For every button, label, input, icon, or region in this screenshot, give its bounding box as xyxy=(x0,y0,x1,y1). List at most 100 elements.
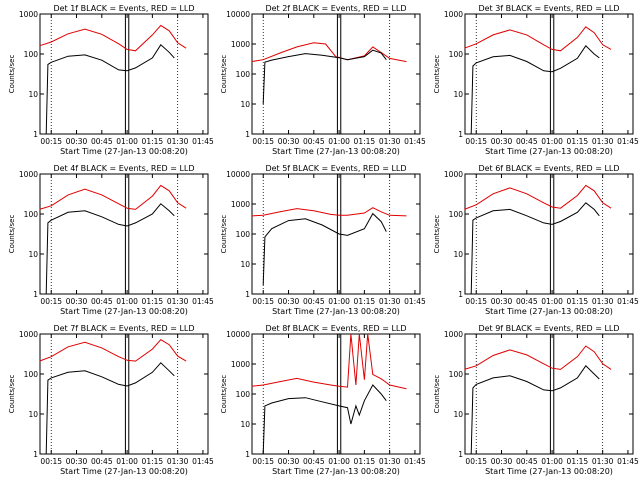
x-tick-label: 00:45 xyxy=(516,297,538,306)
y-tick-label: 10000 xyxy=(226,10,250,19)
x-tick-label: 01:45 xyxy=(404,137,426,146)
y-tick-label: 10 xyxy=(28,250,38,259)
series-line-lld xyxy=(251,333,407,390)
plot-frame xyxy=(251,13,421,135)
chart-title: Det 3f BLACK = Events, RED = LLD xyxy=(478,4,619,13)
series-line-lld xyxy=(251,207,407,217)
x-tick-label: 00:45 xyxy=(303,457,325,466)
chart-panel: Det 7f BLACK = Events, RED = LLD 1 10 100 10… xyxy=(8,324,214,476)
chart-title: Det 9f BLACK = Events, RED = LLD xyxy=(478,324,619,333)
x-axis-label: Start Time (27-Jan-13 00:08:20) xyxy=(272,147,400,156)
plot-frame xyxy=(251,173,421,295)
y-axis-label: Counts/sec xyxy=(220,55,228,94)
x-tick-label: 01:30 xyxy=(167,297,189,306)
y-tick-label: 1000 xyxy=(444,10,463,19)
y-tick-label: 1 xyxy=(245,450,250,459)
series-line-lld xyxy=(464,184,612,210)
x-tick-label: 00:45 xyxy=(303,137,325,146)
x-tick-label: 01:00 xyxy=(116,297,138,306)
y-tick-label: 1000 xyxy=(19,10,38,19)
y-tick-label: 100 xyxy=(449,210,464,219)
y-tick-label: 10 xyxy=(453,250,463,259)
y-tick-label: 100 xyxy=(24,50,39,59)
x-axis-label: Start Time (27-Jan-13 00:08:20) xyxy=(485,467,613,476)
x-tick-label: 01:15 xyxy=(142,137,164,146)
x-axis-label: Start Time (27-Jan-13 00:08:20) xyxy=(272,467,400,476)
chart-title: Det 2f BLACK = Events, RED = LLD xyxy=(265,4,406,13)
x-tick-label: 01:30 xyxy=(379,137,401,146)
x-tick-label: 00:30 xyxy=(278,297,300,306)
y-axis-label: Counts/sec xyxy=(433,215,441,254)
y-axis-label: Counts/sec xyxy=(220,215,228,254)
plot-frame xyxy=(464,13,634,135)
series-line-lld xyxy=(39,184,187,210)
plot-frame xyxy=(251,333,421,455)
x-tick-label: 00:15 xyxy=(40,457,62,466)
chart-title: Det 1f BLACK = Events, RED = LLD xyxy=(53,4,194,13)
chart-panel: Det 3f BLACK = Events, RED = LLD 1 10 100 10… xyxy=(433,4,639,156)
plot-frame xyxy=(464,333,634,455)
chart-title: Det 6f BLACK = Events, RED = LLD xyxy=(478,164,619,173)
y-tick-label: 1 xyxy=(33,130,38,139)
chart-title: Det 5f BLACK = Events, RED = LLD xyxy=(265,164,406,173)
x-tick-label: 00:45 xyxy=(91,457,113,466)
y-tick-label: 10 xyxy=(28,90,38,99)
y-tick-label: 1 xyxy=(458,290,463,299)
series-line-events xyxy=(45,362,175,455)
series-line-events xyxy=(262,212,387,286)
y-tick-label: 1000 xyxy=(231,40,250,49)
x-tick-label: 01:30 xyxy=(592,297,614,306)
y-axis-label: Counts/sec xyxy=(8,375,16,414)
x-tick-label: 00:30 xyxy=(278,137,300,146)
x-tick-label: 01:30 xyxy=(592,137,614,146)
x-tick-label: 01:45 xyxy=(192,297,214,306)
x-tick-label: 01:45 xyxy=(617,297,639,306)
x-axis-label: Start Time (27-Jan-13 00:08:20) xyxy=(60,147,188,156)
y-tick-label: 100 xyxy=(24,370,39,379)
x-tick-label: 01:45 xyxy=(404,297,426,306)
x-tick-label: 01:15 xyxy=(354,137,376,146)
chart-panel: Det 5f BLACK = Events, RED = LLD 1 10 100 10… xyxy=(220,164,426,316)
series-line-lld xyxy=(464,26,612,52)
x-tick-label: 00:30 xyxy=(491,297,513,306)
y-tick-label: 10 xyxy=(453,410,463,419)
x-axis-label: Start Time (27-Jan-13 00:08:20) xyxy=(485,307,613,316)
y-tick-label: 100 xyxy=(449,50,464,59)
series-line-lld xyxy=(464,345,612,370)
x-tick-label: 01:45 xyxy=(617,457,639,466)
x-tick-label: 00:15 xyxy=(465,137,487,146)
chart-title: Det 7f BLACK = Events, RED = LLD xyxy=(53,324,194,333)
x-tick-label: 00:45 xyxy=(516,137,538,146)
series-line-events xyxy=(262,49,387,105)
chart-title: Det 4f BLACK = Events, RED = LLD xyxy=(53,164,194,173)
x-tick-label: 01:30 xyxy=(592,457,614,466)
chart-panel: Det 4f BLACK = Events, RED = LLD 1 10 100 10… xyxy=(8,164,214,316)
x-tick-label: 01:45 xyxy=(404,457,426,466)
x-tick-label: 00:15 xyxy=(465,457,487,466)
x-tick-label: 01:00 xyxy=(541,137,563,146)
series-line-lld xyxy=(39,339,187,362)
x-tick-label: 00:30 xyxy=(66,297,88,306)
x-tick-label: 00:30 xyxy=(66,137,88,146)
y-tick-label: 1 xyxy=(33,450,38,459)
chart-panel: Det 9f BLACK = Events, RED = LLD 1 10 100 10… xyxy=(433,324,639,476)
x-tick-label: 01:30 xyxy=(379,457,401,466)
x-tick-label: 01:15 xyxy=(354,297,376,306)
y-tick-label: 10000 xyxy=(226,330,250,339)
chart-panel: Det 1f BLACK = Events, RED = LLD 1 10 100 10… xyxy=(8,4,214,156)
chart-panel: Det 2f BLACK = Events, RED = LLD 1 10 100 10… xyxy=(220,4,426,156)
y-tick-label: 10 xyxy=(240,420,250,429)
x-tick-label: 01:45 xyxy=(192,137,214,146)
x-tick-label: 00:30 xyxy=(491,137,513,146)
x-tick-label: 01:15 xyxy=(354,457,376,466)
x-tick-label: 01:00 xyxy=(328,457,350,466)
x-tick-label: 01:00 xyxy=(328,297,350,306)
x-tick-label: 00:15 xyxy=(252,297,274,306)
y-tick-label: 10 xyxy=(240,100,250,109)
x-axis-label: Start Time (27-Jan-13 00:08:20) xyxy=(60,307,188,316)
y-tick-label: 1 xyxy=(245,130,250,139)
y-axis-label: Counts/sec xyxy=(8,55,16,94)
y-tick-label: 1000 xyxy=(444,170,463,179)
y-tick-label: 10 xyxy=(453,90,463,99)
